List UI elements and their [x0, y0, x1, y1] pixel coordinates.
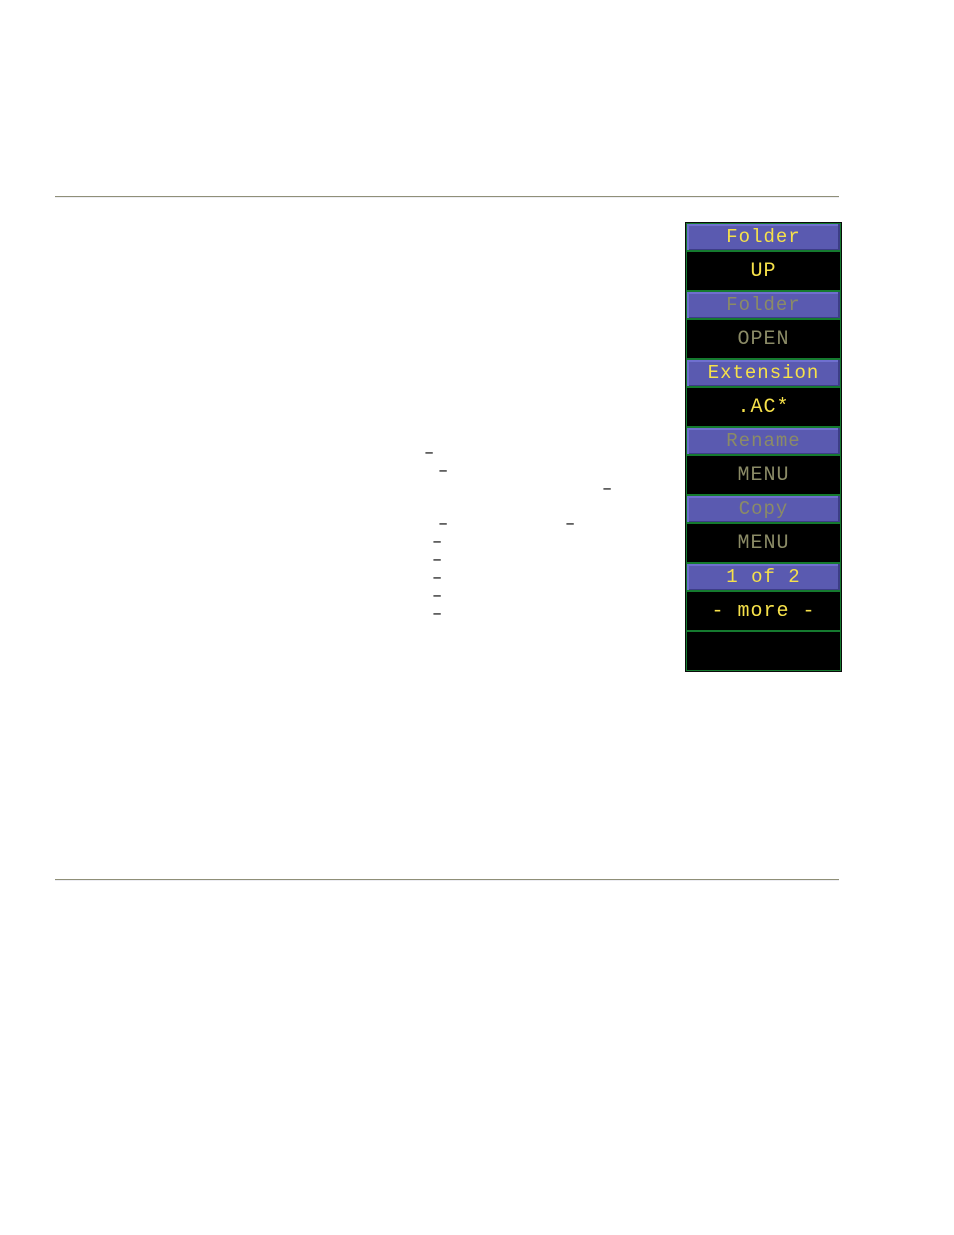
- dash-glyph: –: [424, 445, 434, 462]
- dash-glyph: –: [438, 463, 448, 480]
- document-page: –––––––––– FolderUPFolderOPENExtension.A…: [0, 0, 954, 1235]
- rule-top: [55, 196, 839, 198]
- dash-glyph: –: [565, 516, 575, 533]
- softkey-header-1: Folder: [686, 291, 841, 319]
- softkey-value-2[interactable]: .AC*: [686, 387, 841, 427]
- softkey-value-3: MENU: [686, 455, 841, 495]
- rule-bottom: [55, 879, 839, 881]
- softkey-panel: FolderUPFolderOPENExtension.AC*RenameMEN…: [685, 222, 842, 672]
- softkey-value-0[interactable]: UP: [686, 251, 841, 291]
- dash-glyph: –: [432, 552, 442, 569]
- dash-glyph: –: [438, 516, 448, 533]
- softkey-header-2: Extension: [686, 359, 841, 387]
- dash-glyph: –: [432, 534, 442, 551]
- softkey-header-5: 1 of 2: [686, 563, 841, 591]
- softkey-blank: [686, 631, 841, 671]
- softkey-value-1: OPEN: [686, 319, 841, 359]
- softkey-value-5[interactable]: - more -: [686, 591, 841, 631]
- softkey-header-3: Rename: [686, 427, 841, 455]
- softkey-header-4: Copy: [686, 495, 841, 523]
- dash-glyph: –: [432, 588, 442, 605]
- softkey-value-4: MENU: [686, 523, 841, 563]
- softkey-header-0: Folder: [686, 223, 841, 251]
- dash-glyph: –: [432, 570, 442, 587]
- dash-glyph: –: [432, 606, 442, 623]
- dash-glyph: –: [602, 481, 612, 498]
